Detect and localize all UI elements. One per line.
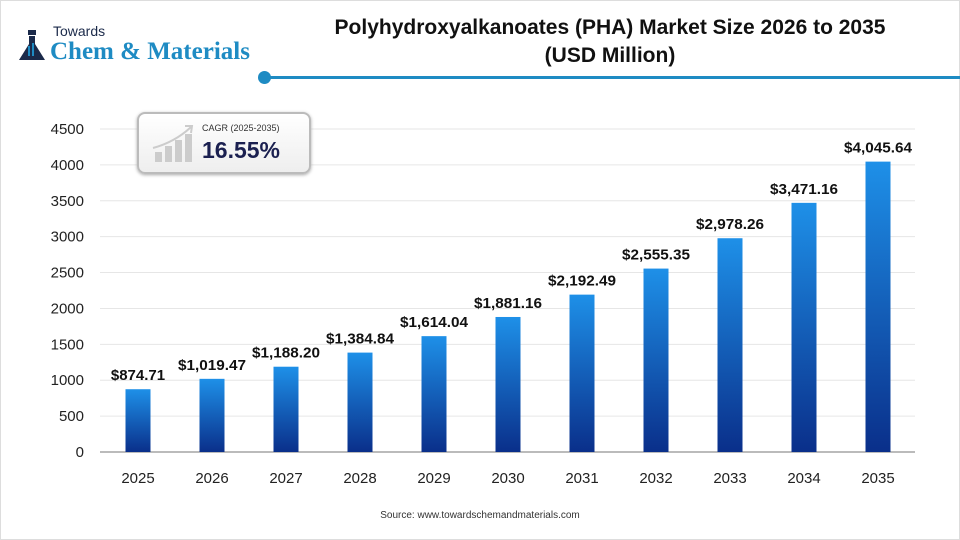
x-tick-label: 2035: [861, 470, 894, 487]
data-label: $874.71: [111, 367, 165, 384]
y-tick-label: 2000: [51, 300, 84, 317]
chart-title: Polyhydroxyalkanoates (PHA) Market Size …: [280, 14, 940, 70]
bar: [791, 202, 817, 452]
bar: [569, 294, 595, 452]
title-line1: Polyhydroxyalkanoates (PHA) Market Size …: [334, 16, 886, 39]
y-tick-label: 500: [59, 408, 84, 425]
bar: [865, 161, 891, 452]
logo-text-brand: Chem & Materials: [50, 38, 250, 65]
y-tick-label: 4000: [51, 157, 84, 174]
cagr-value: 16.55%: [202, 137, 281, 163]
y-tick-label: 2500: [51, 265, 84, 282]
x-tick-label: 2028: [343, 470, 376, 487]
growth-chart-icon: [152, 125, 194, 162]
data-label: $3,471.16: [770, 181, 838, 198]
x-tick-label: 2026: [195, 470, 228, 487]
y-tick-label: 0: [76, 444, 84, 461]
x-tick-label: 2027: [269, 470, 302, 487]
bar: [643, 268, 669, 452]
bar: [495, 316, 521, 452]
x-tick-label: 2025: [121, 470, 154, 487]
title-line2: (USD Million): [544, 44, 676, 67]
data-label: $2,978.26: [696, 216, 764, 233]
data-label: $4,045.64: [844, 140, 913, 157]
x-tick-label: 2033: [713, 470, 746, 487]
cagr-box: CAGR (2025-2035) 16.55%: [137, 112, 311, 174]
y-tick-label: 1000: [51, 372, 84, 389]
y-tick-label: 3500: [51, 193, 84, 210]
cagr-label: CAGR (2025-2035): [202, 123, 280, 133]
bar: [199, 378, 225, 452]
bar: [421, 336, 447, 452]
source-note: Source: www.towardschemandmaterials.com: [380, 510, 580, 521]
data-label: $2,192.49: [548, 273, 616, 290]
x-tick-label: 2030: [491, 470, 524, 487]
flask-icon: [19, 30, 45, 60]
title-divider-dot: [258, 71, 271, 84]
bar: [347, 352, 373, 452]
data-label: $1,019.47: [178, 357, 246, 374]
x-tick-label: 2034: [787, 470, 820, 487]
y-tick-label: 4500: [51, 121, 84, 138]
data-label: $1,614.04: [400, 314, 469, 331]
logo-text-towards: Towards: [53, 23, 106, 39]
data-label: $1,384.84: [326, 331, 395, 348]
bar: [273, 366, 299, 452]
title-divider: [266, 76, 960, 79]
data-label: $1,881.16: [474, 295, 542, 312]
x-tick-label: 2031: [565, 470, 598, 487]
y-tick-label: 1500: [51, 336, 84, 353]
bar: [717, 238, 743, 452]
data-label: $2,555.35: [622, 247, 690, 264]
bar: [125, 389, 151, 452]
x-tick-label: 2029: [417, 470, 450, 487]
x-tick-label: 2032: [639, 470, 672, 487]
data-label: $1,188.20: [252, 345, 320, 362]
y-tick-label: 3000: [51, 229, 84, 246]
